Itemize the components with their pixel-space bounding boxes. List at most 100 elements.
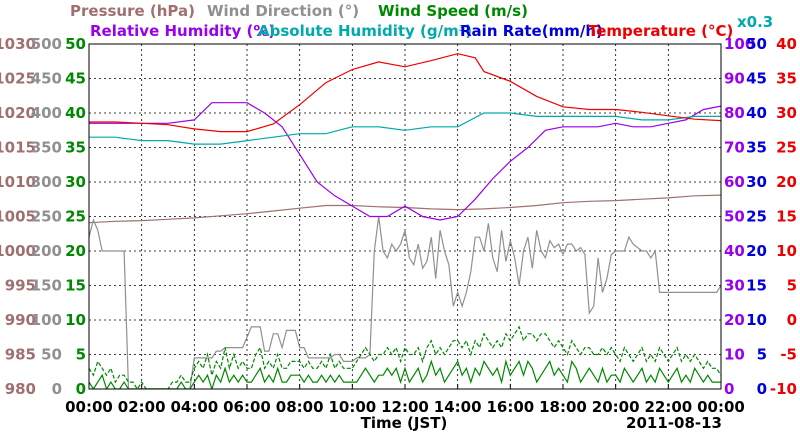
- y-tick-pressure: 980: [5, 380, 36, 398]
- series-temperature-c: [89, 53, 721, 133]
- y-tick-rain-rate: 25: [746, 208, 767, 226]
- x-tick-label: 02:00: [118, 398, 166, 416]
- y-tick-temperature: 40: [776, 35, 797, 53]
- y-tick-rain-rate: 50: [746, 35, 767, 53]
- y-tick-relative-humidity: 30: [724, 277, 745, 295]
- y-tick-pressure: 995: [5, 277, 36, 295]
- plot-area: [89, 53, 721, 389]
- y-tick-temperature: 30: [776, 104, 797, 122]
- y-tick-temperature: 35: [776, 70, 797, 88]
- y-tick-temperature: 20: [776, 173, 797, 191]
- y-tick-pressure: 1030: [0, 35, 36, 53]
- y-tick-wind-direction: 200: [31, 242, 62, 260]
- x-tick-label: 16:00: [486, 398, 534, 416]
- y-tick-pressure: 990: [5, 311, 36, 329]
- y-tick-pressure: 1015: [0, 139, 36, 157]
- y-tick-relative-humidity: 60: [724, 173, 745, 191]
- legend-row-1: Pressure (hPa) Wind Direction (°) Wind S…: [70, 2, 528, 20]
- y-tick-relative-humidity: 40: [724, 242, 745, 260]
- series-wind-direction: [89, 216, 721, 389]
- y-tick-rain-rate: 35: [746, 139, 767, 157]
- y-tick-pressure: 1010: [0, 173, 36, 191]
- x-tick-label: 18:00: [539, 398, 587, 416]
- x-tick-label: 22:00: [644, 398, 692, 416]
- y-tick-wind-speed: 10: [65, 311, 86, 329]
- y-tick-pressure: 1025: [0, 70, 36, 88]
- y-tick-wind-direction: 250: [31, 208, 62, 226]
- y-tick-temperature: 15: [776, 208, 797, 226]
- grid-lines: [89, 44, 721, 389]
- legend-pressure: Pressure (hPa): [70, 2, 195, 20]
- y-tick-rain-rate: 5: [757, 346, 767, 364]
- y-tick-relative-humidity: 20: [724, 311, 745, 329]
- y-tick-temperature: 25: [776, 139, 797, 157]
- legend-row-2: Relative Humidity (%) Absolute Humidity …: [90, 13, 773, 40]
- x-tick-label: 00:00: [697, 398, 745, 416]
- y-tick-wind-speed: 45: [65, 70, 86, 88]
- y-tick-temperature: -5: [780, 346, 797, 364]
- y-tick-pressure: 1020: [0, 104, 36, 122]
- legend-wind-speed: Wind Speed (m/s): [378, 2, 528, 20]
- x-tick-label: 12:00: [381, 398, 429, 416]
- series-wind-speed-m-s: [89, 359, 721, 389]
- y-tick-wind-speed: 25: [65, 208, 86, 226]
- y-tick-wind-speed: 40: [65, 104, 86, 122]
- y-tick-rain-rate: 0: [757, 380, 767, 398]
- y-tick-relative-humidity: 100: [724, 35, 755, 53]
- y-tick-temperature: 10: [776, 242, 797, 260]
- y-tick-wind-direction: 500: [31, 35, 62, 53]
- y-tick-wind-direction: 0: [52, 380, 62, 398]
- x-tick-label: 14:00: [434, 398, 482, 416]
- x-tick-label: 00:00: [65, 398, 113, 416]
- y-tick-wind-direction: 150: [31, 277, 62, 295]
- y-tick-relative-humidity: 90: [724, 70, 745, 88]
- y-tick-relative-humidity: 0: [724, 380, 734, 398]
- y-tick-wind-speed: 50: [65, 35, 86, 53]
- y-tick-wind-speed: 15: [65, 277, 86, 295]
- y-tick-wind-direction: 450: [31, 70, 62, 88]
- y-tick-relative-humidity: 50: [724, 208, 745, 226]
- x-tick-label: 04:00: [170, 398, 218, 416]
- series-wind-speed-gust-m-s: [89, 325, 721, 389]
- legend-wind-direction: Wind Direction (°): [207, 2, 359, 20]
- legend-rain-rate: Rain Rate(mm/h): [460, 22, 603, 40]
- y-tick-wind-direction: 350: [31, 139, 62, 157]
- y-tick-wind-direction: 300: [31, 173, 62, 191]
- y-tick-wind-direction: 50: [41, 346, 62, 364]
- x-tick-label: 10:00: [328, 398, 376, 416]
- x-tick-label: 08:00: [276, 398, 324, 416]
- series-absolute-humidity-g-m: [89, 112, 721, 145]
- legend-relative-humidity: Relative Humidity (%): [90, 22, 275, 40]
- y-tick-relative-humidity: 80: [724, 104, 745, 122]
- y-tick-wind-speed: 0: [76, 380, 86, 398]
- y-tick-relative-humidity: 10: [724, 346, 745, 364]
- legend-temperature: Temperature (°C): [588, 22, 733, 40]
- y-tick-rain-rate: 30: [746, 173, 767, 191]
- series-pressure-hpa: [89, 194, 721, 224]
- y-tick-rain-rate: 40: [746, 104, 767, 122]
- date-label: 2011-08-13: [626, 414, 722, 432]
- y-tick-wind-direction: 400: [31, 104, 62, 122]
- y-tick-relative-humidity: 70: [724, 139, 745, 157]
- y-tick-temperature: 0: [787, 311, 797, 329]
- x-tick-label: 06:00: [223, 398, 271, 416]
- y-axis-ticks: 1030102510201015101010051000995990985980…: [0, 35, 797, 398]
- x-tick-label: 20:00: [592, 398, 640, 416]
- y-tick-rain-rate: 15: [746, 277, 767, 295]
- y-tick-rain-rate: 10: [746, 311, 767, 329]
- y-tick-wind-speed: 5: [76, 346, 86, 364]
- y-tick-rain-rate: 20: [746, 242, 767, 260]
- series-lines: [89, 53, 721, 389]
- x-axis-label: Time (JST): [361, 414, 448, 432]
- y-tick-temperature: 5: [787, 277, 797, 295]
- y-tick-wind-speed: 30: [65, 173, 86, 191]
- y-tick-pressure: 985: [5, 346, 36, 364]
- y-tick-wind-direction: 100: [31, 311, 62, 329]
- x-axis-ticks: 00:00 02:00 04:00 06:00 08:00 10:00 12:00 14:00…: [65, 384, 745, 416]
- y-tick-wind-speed: 35: [65, 139, 86, 157]
- y-tick-rain-rate: 45: [746, 70, 767, 88]
- y-tick-wind-speed: 20: [65, 242, 86, 260]
